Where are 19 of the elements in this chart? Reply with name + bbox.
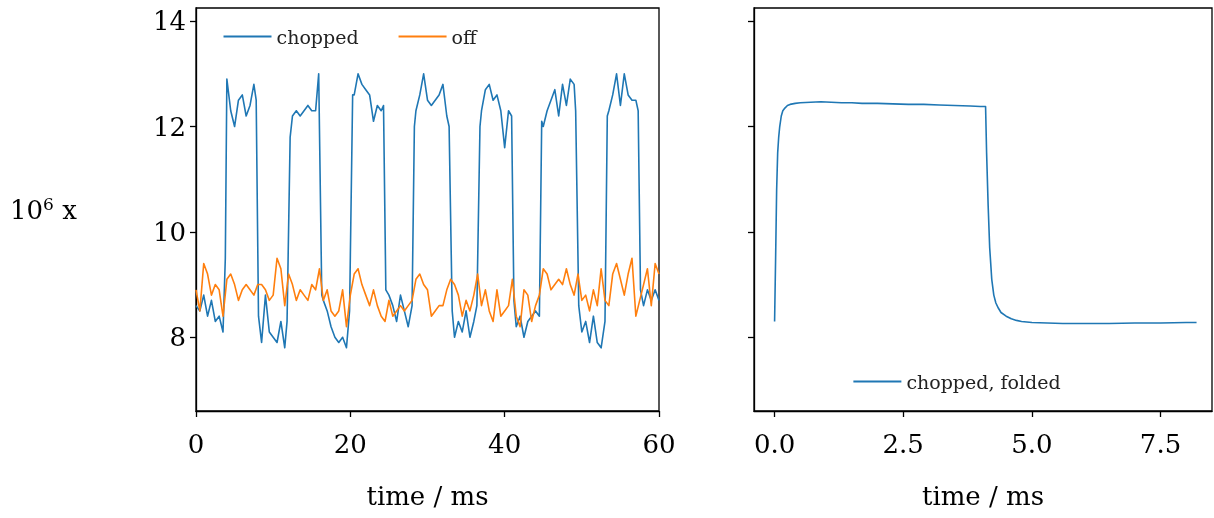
y-tick-label: 8 (169, 322, 186, 353)
x-axis-title: time / ms (921, 481, 1045, 511)
legend-label: chopped, folded (906, 370, 1061, 393)
x-tick-label: 0.0 (753, 429, 796, 459)
x-tick-label: 7.5 (1139, 429, 1182, 459)
x-axis-title: time / ms (366, 481, 489, 511)
legend-label: off (451, 25, 478, 48)
y-tick-label: 14 (152, 6, 186, 37)
x-tick-label: 0 (187, 429, 205, 459)
x-tick-label: 60 (642, 429, 676, 459)
legend-label: chopped (276, 25, 359, 48)
y-tick-label: 12 (152, 111, 186, 142)
x-tick-label: 40 (488, 429, 522, 459)
y-tick-label: 10 (152, 216, 186, 247)
x-tick-label: 20 (333, 429, 367, 459)
line-series (195, 73, 660, 349)
x-tick-label: 5.0 (1011, 429, 1053, 459)
x-tick-label: 2.5 (882, 429, 924, 459)
line-series (195, 257, 660, 328)
